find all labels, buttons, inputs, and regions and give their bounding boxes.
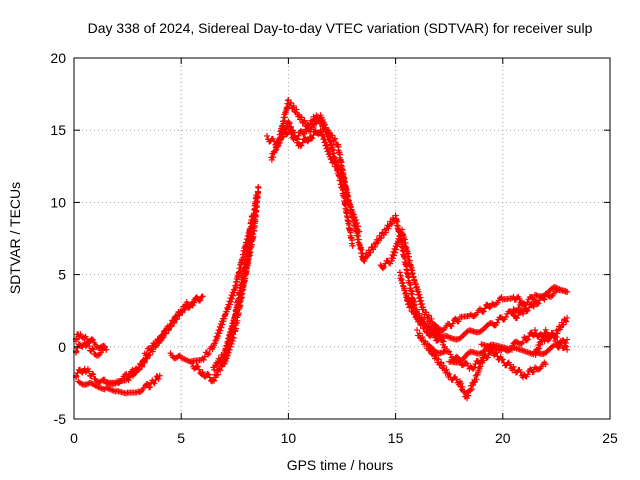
series-track-v — [510, 286, 571, 322]
x-axis-label: GPS time / hours — [287, 457, 394, 473]
x-tick-label: 25 — [602, 430, 618, 446]
y-tick-label: 10 — [50, 194, 66, 210]
series-track-s — [424, 341, 549, 381]
series-markers — [73, 339, 110, 359]
x-tick-label: 0 — [70, 430, 78, 446]
series-track-c — [73, 339, 110, 359]
series-track-j — [221, 183, 262, 367]
series-track-d — [75, 372, 163, 397]
series-markers — [510, 286, 571, 322]
series-track-w — [531, 326, 571, 359]
series-markers — [424, 341, 549, 381]
y-tick-label: 20 — [50, 50, 66, 66]
series-markers — [141, 294, 202, 359]
y-axis-label: SDTVAR / TECUs — [7, 182, 23, 294]
y-tick-label: -5 — [54, 411, 67, 427]
plot-frame — [73, 57, 611, 420]
series-markers — [75, 372, 163, 397]
data-points — [73, 97, 571, 402]
x-tick-label: 20 — [495, 430, 511, 446]
chart-title: Day 338 of 2024, Sidereal Day-to-day VTE… — [88, 20, 593, 36]
x-tick-label: 5 — [177, 430, 185, 446]
y-tick-label: 0 — [58, 339, 66, 355]
series-markers — [531, 326, 571, 359]
series-markers — [221, 183, 262, 367]
series-track-m — [274, 97, 356, 249]
series-markers — [274, 97, 356, 249]
y-tick-label: 5 — [58, 267, 66, 283]
x-tick-label: 10 — [281, 430, 297, 446]
y-tick-label: 15 — [50, 122, 66, 138]
x-tick-label: 15 — [388, 430, 404, 446]
series-track-f — [141, 294, 202, 359]
